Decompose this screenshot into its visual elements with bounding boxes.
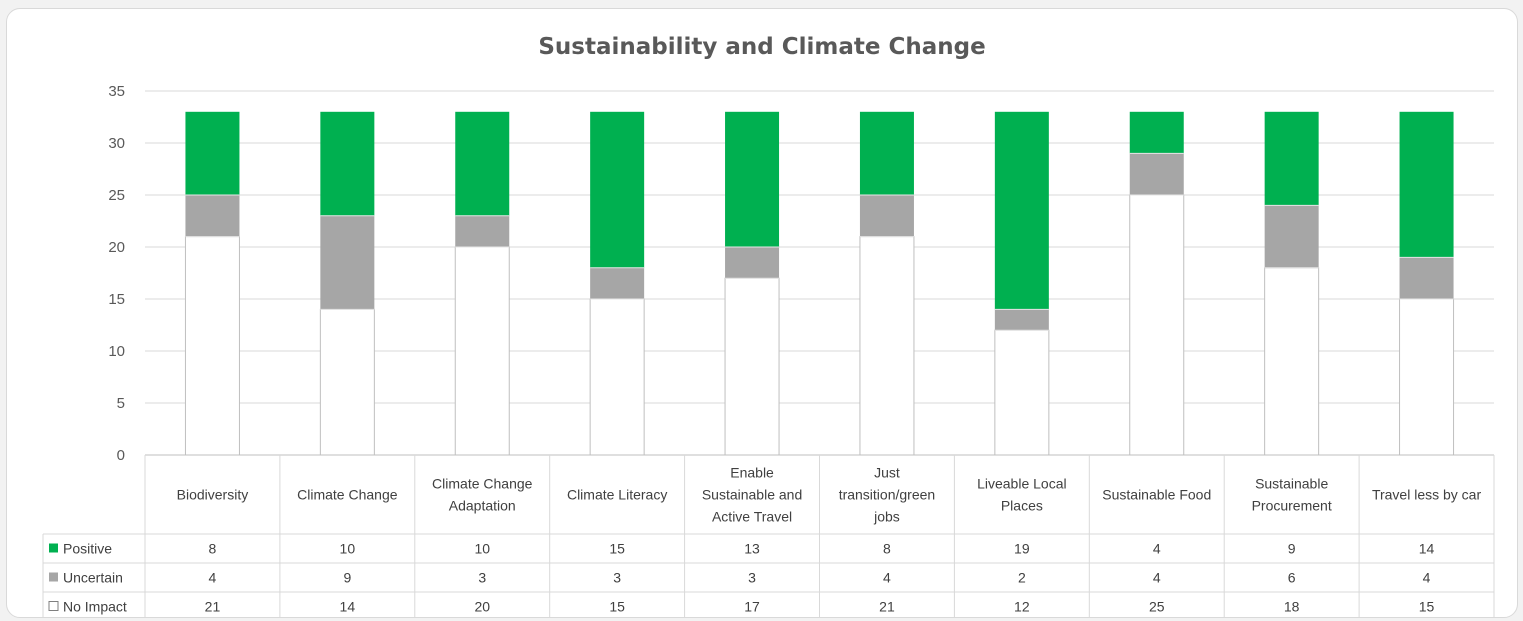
data-label: 21	[879, 599, 895, 615]
bar-segment-positive	[1399, 111, 1454, 258]
bar-segment-positive	[994, 111, 1049, 310]
category-label: Adaptation	[449, 498, 516, 514]
y-tick-label: 5	[117, 395, 125, 412]
data-label: 17	[744, 599, 760, 615]
data-label: 18	[1284, 599, 1300, 615]
category-label: transition/green	[839, 487, 936, 503]
data-label: 15	[609, 599, 625, 615]
bar-segment-no-impact	[1399, 298, 1455, 456]
bar-segment-no-impact	[184, 236, 240, 456]
y-tick-label: 15	[108, 291, 125, 308]
data-label: 4	[883, 570, 891, 586]
data-label: 8	[209, 541, 217, 557]
data-label: 8	[883, 541, 891, 557]
data-label: 15	[609, 541, 625, 557]
y-tick-label: 20	[108, 239, 125, 256]
legend-key-no-impact	[48, 601, 59, 611]
data-label: 3	[478, 570, 486, 586]
legend-label: Uncertain	[63, 570, 123, 586]
data-label: 10	[474, 541, 490, 557]
bar-segment-uncertain	[1399, 257, 1454, 299]
y-tick-label: 0	[117, 447, 125, 464]
bar-segment-positive	[320, 111, 375, 216]
chart-title: Sustainability and Climate Change	[538, 34, 985, 60]
category-label: Climate Change	[432, 476, 533, 492]
y-tick-label: 10	[108, 343, 125, 360]
legend-key-uncertain	[49, 572, 58, 582]
category-label: Biodiversity	[177, 487, 249, 503]
bar-segment-no-impact	[454, 246, 510, 456]
bar-segment-uncertain	[455, 215, 510, 247]
category-label: jobs	[873, 509, 900, 525]
chart-card: Sustainability and Climate Change 0 5 10 15…	[6, 8, 1518, 618]
data-label: 10	[340, 541, 356, 557]
y-axis: 0 5 10 15 20 25 30 35	[108, 83, 125, 464]
category-label: Sustainable and	[702, 487, 802, 503]
data-label: 14	[340, 599, 356, 615]
bar-segment-no-impact	[859, 236, 915, 456]
data-label: 3	[613, 570, 621, 586]
bar-segment-uncertain	[994, 309, 1049, 331]
category-label: Active Travel	[712, 509, 792, 525]
category-label: Climate Change	[297, 487, 398, 503]
data-label: 6	[1288, 570, 1296, 586]
bar-segment-no-impact	[319, 308, 375, 456]
bar-segment-uncertain	[590, 267, 645, 299]
data-label: 3	[748, 570, 756, 586]
bar-segment-positive	[1129, 111, 1184, 154]
bar-segment-uncertain	[320, 215, 375, 310]
data-table: Biodiversity Climate Change Climate Change…	[42, 454, 1495, 617]
category-label: Liveable Local	[977, 476, 1067, 492]
bar-segment-no-impact	[994, 329, 1050, 456]
data-label: 25	[1149, 599, 1165, 615]
bar-segment-positive	[1264, 111, 1319, 206]
category-label: Sustainable Food	[1102, 487, 1211, 503]
category-label: Climate Literacy	[567, 487, 667, 503]
bar-segment-positive	[859, 111, 914, 195]
legend-label: No Impact	[63, 599, 127, 615]
data-label: 13	[744, 541, 760, 557]
bar-segment-uncertain	[1129, 153, 1184, 195]
bar-segment-positive	[725, 111, 780, 247]
data-label: 14	[1419, 541, 1435, 557]
y-tick-label: 25	[108, 187, 125, 204]
category-label: Places	[1001, 498, 1043, 514]
legend-label: Positive	[63, 541, 112, 557]
stacked-bar-chart: Sustainability and Climate Change 0 5 10 15…	[42, 34, 1495, 617]
bar-segment-no-impact	[1129, 194, 1185, 456]
category-label: Sustainable	[1255, 476, 1328, 492]
data-label: 4	[209, 570, 217, 586]
bar-segment-no-impact	[724, 277, 780, 456]
category-label: Travel less by car	[1372, 487, 1482, 503]
bars	[184, 111, 1455, 456]
bar-segment-uncertain	[1264, 205, 1319, 268]
data-label: 2	[1018, 570, 1026, 586]
y-tick-label: 30	[108, 135, 125, 152]
bar-segment-positive	[590, 111, 645, 268]
data-label: 9	[1288, 541, 1296, 557]
data-label: 12	[1014, 599, 1030, 615]
data-label: 4	[1153, 541, 1161, 557]
data-label: 19	[1014, 541, 1030, 557]
bar-segment-positive	[185, 111, 240, 195]
data-label: 20	[474, 599, 490, 615]
category-label: Just	[874, 465, 900, 481]
bar-segment-no-impact	[589, 298, 645, 456]
bar-segment-uncertain	[725, 247, 780, 279]
bar-segment-uncertain	[185, 195, 240, 237]
legend-key-positive	[49, 543, 58, 553]
data-label: 9	[343, 570, 351, 586]
data-label: 15	[1419, 599, 1435, 615]
data-label: 4	[1423, 570, 1431, 586]
category-label: Procurement	[1252, 498, 1332, 514]
data-label: 4	[1153, 570, 1161, 586]
category-label: Enable	[730, 465, 774, 481]
bar-segment-no-impact	[1264, 267, 1320, 456]
y-tick-label: 35	[108, 83, 125, 100]
data-label: 21	[205, 599, 221, 615]
bar-segment-uncertain	[859, 195, 914, 237]
bar-segment-positive	[455, 111, 510, 216]
